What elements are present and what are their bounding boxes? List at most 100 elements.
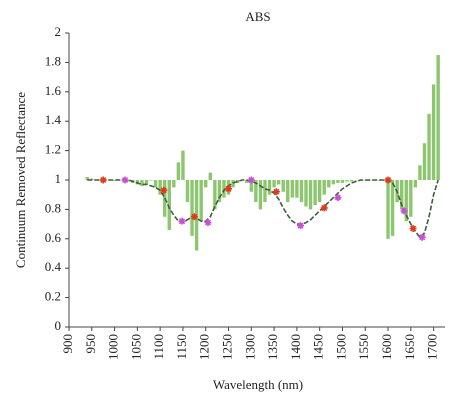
bar xyxy=(204,180,208,188)
x-tick-label: 900 xyxy=(60,334,75,354)
bar xyxy=(354,180,358,181)
bar xyxy=(427,113,431,180)
star-marker xyxy=(418,233,426,241)
bar xyxy=(199,180,203,222)
y-tick-label: 1 xyxy=(55,171,62,186)
x-tick-label: 1200 xyxy=(197,334,212,360)
bar xyxy=(112,180,117,181)
bar xyxy=(404,180,408,222)
x-tick-label: 1150 xyxy=(174,334,189,360)
y-tick-label: 0 xyxy=(55,318,62,333)
bar xyxy=(336,180,340,183)
x-tick-label: 1400 xyxy=(288,334,303,360)
x-tick-label: 1700 xyxy=(425,334,440,360)
bar xyxy=(254,180,258,203)
x-tick-label: 1550 xyxy=(356,334,371,360)
bar xyxy=(190,180,194,236)
bar xyxy=(308,180,313,210)
bar xyxy=(345,180,349,182)
bar xyxy=(431,84,436,180)
bar xyxy=(436,55,440,180)
bar xyxy=(281,180,285,192)
bar xyxy=(267,180,272,195)
bar xyxy=(167,180,171,230)
x-tick-label: 1250 xyxy=(219,334,234,360)
star-marker xyxy=(178,217,186,225)
x-tick-label: 1650 xyxy=(402,334,417,360)
bar xyxy=(181,150,185,180)
y-tick-label: 0.2 xyxy=(45,289,61,304)
bar xyxy=(185,180,190,203)
y-tick-label: 2 xyxy=(55,24,62,39)
bar xyxy=(418,165,422,180)
bar xyxy=(213,180,217,210)
bar xyxy=(217,180,222,203)
y-tick-label: 1.2 xyxy=(45,142,61,157)
bar xyxy=(144,180,149,185)
bar xyxy=(222,180,226,198)
bar xyxy=(295,180,299,198)
x-tick-label: 1350 xyxy=(265,334,280,360)
x-tick-label: 1100 xyxy=(151,334,166,360)
star-marker xyxy=(160,186,168,194)
y-axis-label: Continuum Removed Reflectance xyxy=(13,92,28,268)
bar xyxy=(208,172,212,180)
star-marker xyxy=(272,188,280,196)
bar xyxy=(400,180,404,210)
bar xyxy=(322,180,326,195)
star-marker xyxy=(121,176,129,184)
star-marker xyxy=(384,176,392,184)
bar xyxy=(149,180,153,181)
bar xyxy=(153,180,158,188)
bar xyxy=(313,180,317,205)
bar xyxy=(290,180,295,198)
y-tick-label: 1.6 xyxy=(45,83,62,98)
bar xyxy=(263,180,267,203)
bar xyxy=(85,177,89,180)
y-tick-label: 0.4 xyxy=(45,259,62,274)
bar xyxy=(249,180,254,192)
x-tick-label: 1300 xyxy=(242,334,257,360)
bar xyxy=(158,180,162,195)
bar xyxy=(390,180,395,236)
bar xyxy=(235,180,240,183)
bar xyxy=(413,180,418,188)
x-tick-label: 1000 xyxy=(106,334,121,360)
bar xyxy=(409,180,413,217)
bar xyxy=(231,180,235,188)
x-tick-label: 1450 xyxy=(311,334,326,360)
star-marker xyxy=(204,219,212,227)
star-marker xyxy=(334,194,342,202)
star-marker xyxy=(99,176,107,184)
bar xyxy=(304,180,308,207)
bar xyxy=(172,180,176,188)
star-marker xyxy=(225,185,233,193)
star-marker xyxy=(297,222,305,230)
star-marker xyxy=(190,213,198,221)
bar xyxy=(331,180,336,185)
star-marker xyxy=(400,207,408,215)
star-marker xyxy=(409,225,417,233)
chart-title: ABS xyxy=(245,9,270,24)
curve xyxy=(87,179,439,239)
bar xyxy=(140,180,144,186)
x-tick-label: 950 xyxy=(83,334,98,354)
bar xyxy=(258,180,263,210)
y-tick-label: 0.8 xyxy=(45,200,61,215)
bar xyxy=(286,180,290,203)
star-marker xyxy=(320,204,328,212)
bar xyxy=(245,180,249,183)
bar xyxy=(340,180,345,183)
bar xyxy=(327,180,331,188)
bar xyxy=(317,180,322,203)
bar xyxy=(349,180,354,182)
x-axis-label: Wavelength (nm) xyxy=(213,377,303,392)
y-tick-label: 1.8 xyxy=(45,53,61,68)
x-tick-label: 1600 xyxy=(379,334,394,360)
star-marker xyxy=(247,176,255,184)
bar xyxy=(386,180,390,239)
bar xyxy=(299,180,304,203)
bar xyxy=(422,143,427,180)
x-tick-label: 1050 xyxy=(128,334,143,360)
